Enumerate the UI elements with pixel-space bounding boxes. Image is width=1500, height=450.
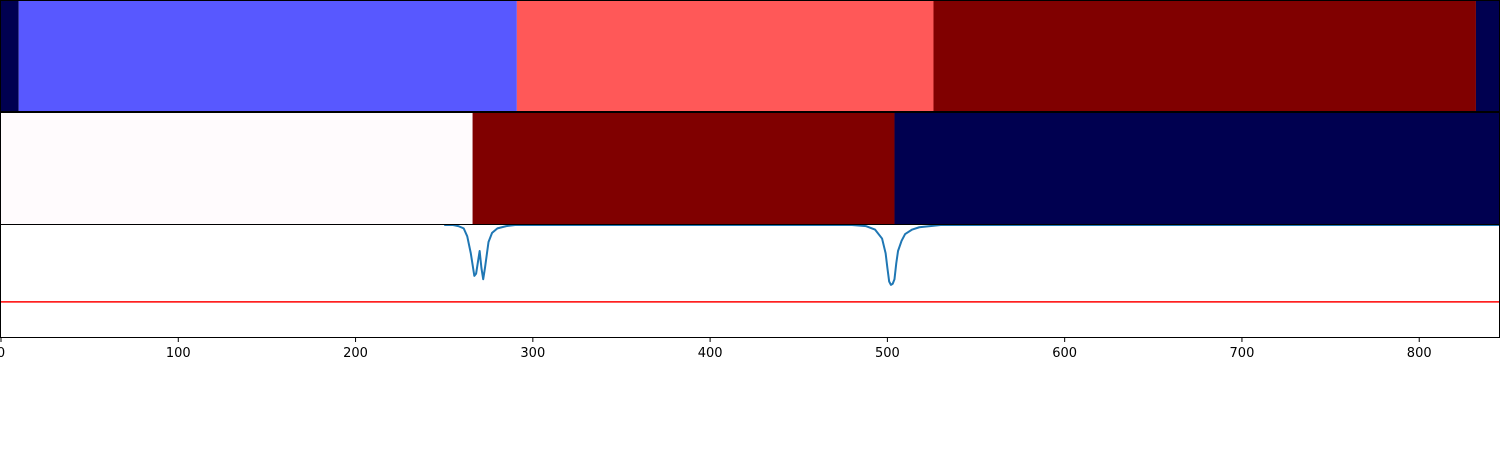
panel-frame-2 xyxy=(0,224,1500,338)
x-tick-label-600: 600 xyxy=(1052,346,1077,361)
segment-0-1 xyxy=(18,1,517,112)
series-line-0 xyxy=(444,225,1499,286)
segment-1-0 xyxy=(1,113,473,225)
x-tick-label-100: 100 xyxy=(166,346,191,361)
x-tick-label-300: 300 xyxy=(520,346,545,361)
segment-0-3 xyxy=(933,1,1476,112)
x-tick-label-800: 800 xyxy=(1407,346,1432,361)
segment-1-2 xyxy=(894,113,1499,225)
segment-panel-middle xyxy=(1,113,1499,225)
line-panel xyxy=(1,225,1499,303)
x-tick-label-700: 700 xyxy=(1230,346,1255,361)
segment-panel-top xyxy=(1,1,1499,112)
segment-1-1 xyxy=(472,113,895,225)
x-tick-label-200: 200 xyxy=(343,346,368,361)
segment-0-0 xyxy=(1,1,19,112)
x-tick-label-0: 0 xyxy=(0,346,5,361)
x-tick-label-400: 400 xyxy=(698,346,723,361)
x-axis: 0 100 200 300 400 500 600 700 800 xyxy=(0,338,1432,361)
segment-0-4 xyxy=(1475,1,1499,112)
x-tick-label-500: 500 xyxy=(875,346,900,361)
segment-0-2 xyxy=(516,1,934,112)
